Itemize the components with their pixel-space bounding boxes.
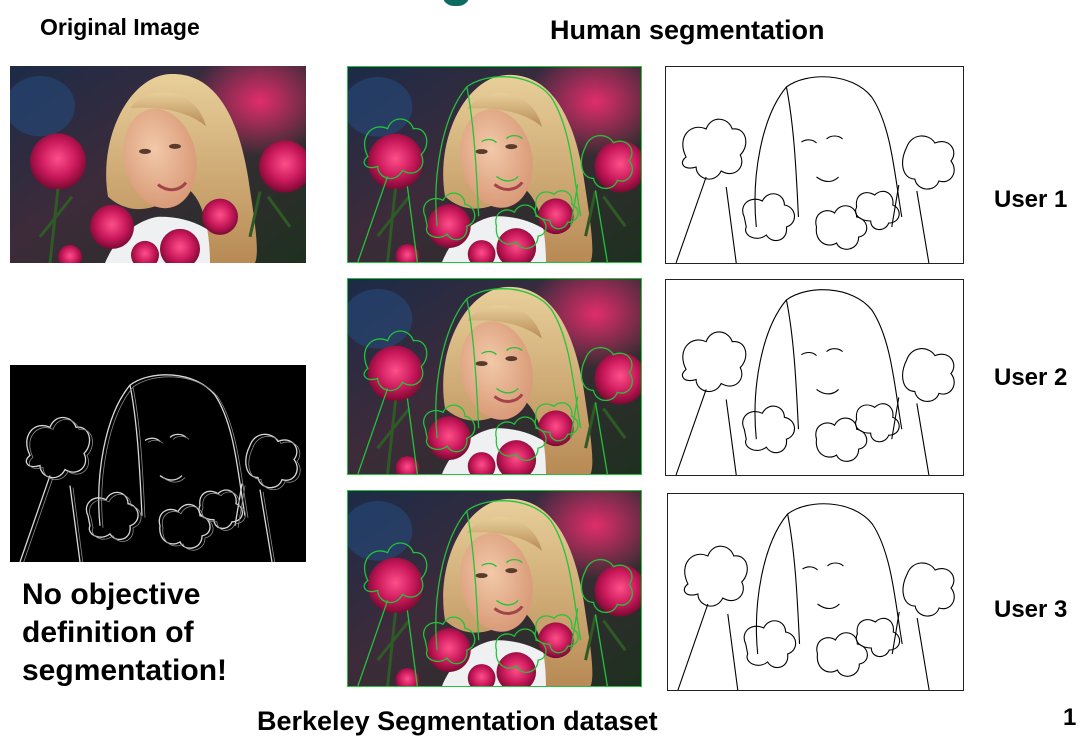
note-line-3: segmentation!: [22, 652, 227, 690]
user-1-overlay-image: [347, 66, 642, 263]
user-2-label: User 2: [994, 364, 1067, 392]
note-line-2: definition of: [22, 614, 227, 652]
note-line-1: No objective: [22, 576, 227, 614]
segmentation-note: No objective definition of segmentation!: [22, 576, 227, 690]
human-segmentation-heading: Human segmentation: [550, 15, 825, 46]
user-1-segmentation-outline: [665, 66, 964, 264]
user-3-label: User 3: [994, 596, 1067, 624]
original-image-photo: [10, 66, 306, 263]
original-image-heading: Original Image: [40, 14, 200, 41]
user-3-overlay-image: [347, 490, 642, 687]
user-2-segmentation-outline: [665, 279, 964, 476]
user-3-segmentation-outline: [667, 493, 964, 691]
user-2-overlay-image: [347, 278, 642, 475]
title-fragment-decoration: [442, 0, 470, 6]
user-1-label: User 1: [994, 186, 1067, 214]
dataset-caption: Berkeley Segmentation dataset: [257, 706, 658, 737]
page-number: 1: [1063, 704, 1076, 732]
edge-map-image: [10, 365, 306, 562]
